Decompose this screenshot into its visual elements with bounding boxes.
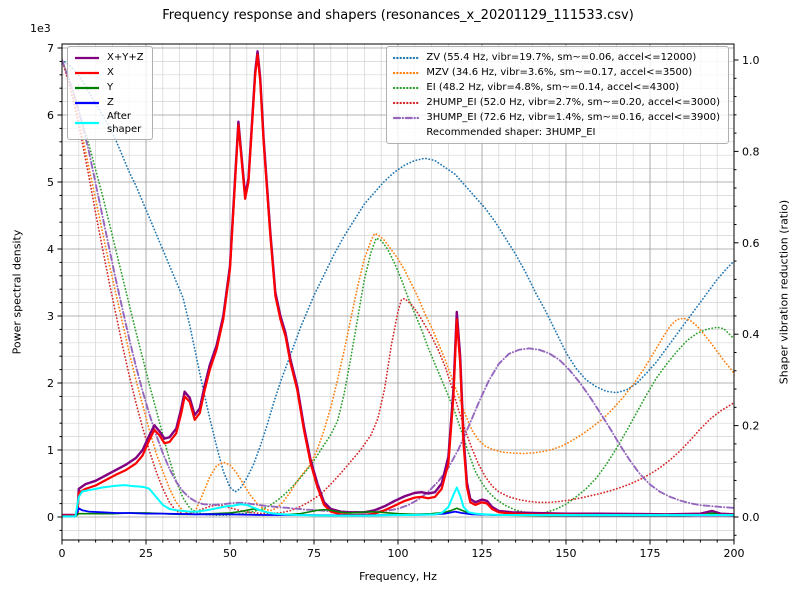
x-tick-label: 25 [139, 547, 153, 560]
dotted-line-swatch-icon [393, 101, 420, 104]
x-tick-label: 175 [640, 547, 661, 560]
legend-shaper-item-2hump-ei: 2HUMP_EI (52.0 Hz, vibr=2.7%, sm~=0.20, … [393, 95, 720, 110]
y-right-tick-label: 0.0 [742, 511, 760, 524]
x-tick-label: 100 [388, 547, 409, 560]
legend-psd-item-x: X [74, 65, 144, 80]
solid-line-swatch-icon [75, 56, 99, 59]
legend-psd-item-x-y-z-label: X+Y+Z [107, 52, 144, 63]
series-2hump-ei [62, 59, 734, 515]
x-tick-label: 200 [724, 547, 745, 560]
x-axis-label: Frequency, Hz [359, 570, 437, 583]
x-tick-label: 0 [59, 547, 66, 560]
legend-psd: X+Y+Z X Y Z After shaper [67, 46, 153, 140]
legend-psd-item-x-label: X [107, 67, 114, 78]
y-left-tick-label: 3 [47, 310, 54, 323]
x-tick-label: 125 [472, 547, 493, 560]
legend-psd-item-after: After shaper [74, 110, 144, 136]
y-axis-offset-label: 1e3 [30, 22, 51, 35]
y-left-tick-label: 0 [47, 511, 54, 524]
legend-shaper-item-mzv-label: MZV (34.6 Hz, vibr=3.6%, sm~=0.17, accel… [426, 67, 693, 78]
legend-shaper-item-mzv: MZV (34.6 Hz, vibr=3.6%, sm~=0.17, accel… [393, 65, 720, 80]
x-tick-label: 50 [223, 547, 237, 560]
dotted-line-swatch-icon [393, 71, 420, 74]
y-axis-right-label: Shaper vibration reduction (ratio) [777, 199, 791, 385]
y-left-tick-label: 4 [47, 243, 54, 256]
legend-psd-item-after-label: After shaper [107, 111, 142, 135]
x-tick-label: 75 [307, 547, 321, 560]
series-x [62, 53, 734, 517]
solid-line-swatch-icon [75, 71, 99, 74]
y-axis-left-label: Power spectral density [10, 229, 24, 355]
y-right-tick-label: 0.4 [742, 328, 760, 341]
legend-shaper-item-ei-label: EI (48.2 Hz, vibr=4.8%, sm~=0.14, accel<… [426, 82, 680, 93]
legend-shaper-item-zv: ZV (55.4 Hz, vibr=19.7%, sm~=0.06, accel… [393, 50, 720, 65]
tick-marks [57, 47, 739, 545]
series-mzv [62, 59, 734, 516]
y-left-tick-label: 6 [47, 109, 54, 122]
legend-psd-item-x-y-z: X+Y+Z [74, 50, 144, 65]
tick-labels: 0 25 50 75 100 125 150 175 200 0 1 2 3 4 5 6 7 0.0 0.2 0.4 0… [47, 42, 760, 560]
dotted-line-swatch-icon [393, 56, 420, 59]
y-left-tick-label: 2 [47, 377, 54, 390]
legend-shaper: ZV (55.4 Hz, vibr=19.7%, sm~=0.06, accel… [386, 46, 729, 144]
dotted-line-swatch-icon [393, 86, 420, 89]
legend-shaper-item-3hump-ei: 3HUMP_EI (72.6 Hz, vibr=1.4%, sm~=0.16, … [393, 110, 720, 125]
legend-psd-item-y: Y [74, 80, 144, 95]
y-right-tick-label: 0.6 [742, 237, 760, 250]
y-right-tick-label: 0.2 [742, 420, 760, 433]
legend-shaper-item-ei: EI (48.2 Hz, vibr=4.8%, sm~=0.14, accel<… [393, 80, 720, 95]
y-left-tick-label: 7 [47, 42, 54, 55]
recommended-shaper-note-text: Recommended shaper: 3HUMP_EI [426, 127, 596, 138]
legend-shaper-item-2hump-ei-label: 2HUMP_EI (52.0 Hz, vibr=2.7%, sm~=0.20, … [426, 97, 720, 108]
x-tick-label: 150 [556, 547, 577, 560]
solid-line-swatch-icon [75, 101, 99, 104]
solid-line-swatch-icon [75, 86, 99, 89]
solid-line-swatch-icon [75, 121, 99, 125]
legend-shaper-item-3hump-ei-label: 3HUMP_EI (72.6 Hz, vibr=1.4%, sm~=0.16, … [426, 112, 720, 123]
minor-grid [62, 44, 734, 540]
y-left-tick-label: 1 [47, 444, 54, 457]
y-left-tick-label: 5 [47, 176, 54, 189]
recommended-shaper-note: Recommended shaper: 3HUMP_EI [393, 125, 720, 140]
legend-psd-item-z-label: Z [107, 97, 114, 108]
dashdot-line-swatch-icon [393, 116, 420, 119]
y-right-tick-label: 1.0 [742, 54, 760, 67]
y-right-tick-label: 0.8 [742, 145, 760, 158]
chart-title: Frequency response and shapers (resonanc… [162, 8, 634, 23]
curves [62, 50, 734, 518]
legend-psd-item-z: Z [74, 95, 144, 110]
series-after-shaper [62, 484, 734, 518]
series-zv [62, 59, 734, 493]
legend-psd-item-y-label: Y [107, 82, 114, 93]
series-ei [62, 59, 734, 517]
legend-shaper-item-zv-label: ZV (55.4 Hz, vibr=19.7%, sm~=0.06, accel… [426, 52, 697, 63]
